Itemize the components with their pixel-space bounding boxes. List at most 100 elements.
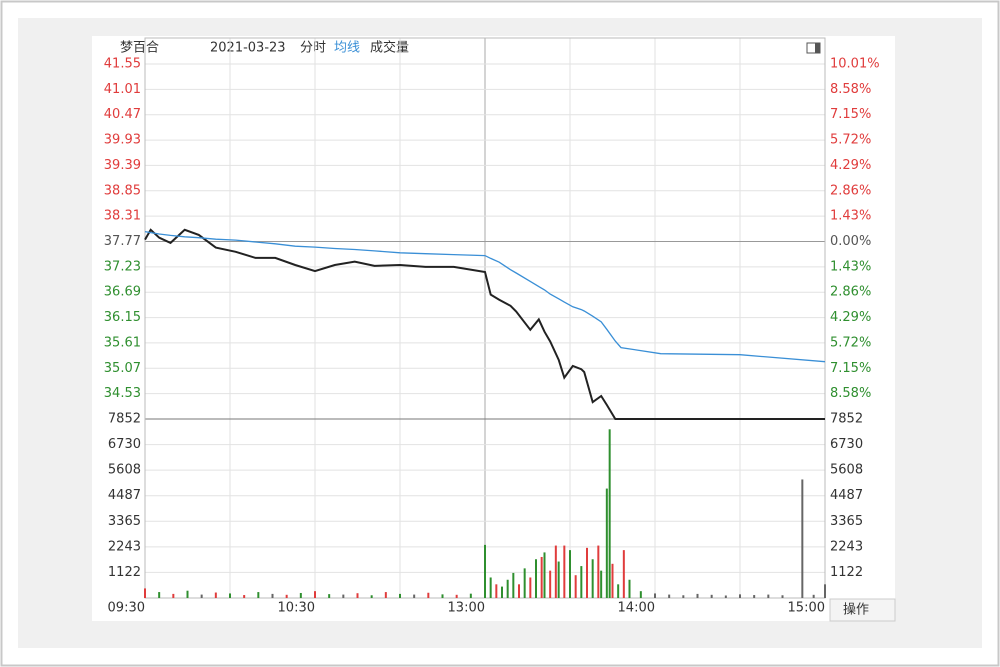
toggle-icon-part <box>815 43 820 53</box>
volume-bar <box>767 594 770 598</box>
volume-bar <box>271 593 274 598</box>
y-tick-label: 41.55 <box>104 57 141 72</box>
volume-bar <box>229 593 231 598</box>
y-tick-label: 36.69 <box>104 285 141 300</box>
y2-tick-label: 2.86% <box>830 285 871 300</box>
volume-bar <box>540 556 543 598</box>
volume-bar <box>342 594 345 598</box>
volume-bar <box>328 594 331 598</box>
y-tick-label: 35.61 <box>104 335 141 350</box>
volume-tick-label-right: 2243 <box>830 539 863 554</box>
volume-bar <box>753 595 756 598</box>
volume-tick-label: 7852 <box>108 412 141 427</box>
volume-bar <box>314 591 316 598</box>
volume-bar <box>801 479 804 598</box>
volume-bar <box>605 488 608 598</box>
y-tick-label: 40.47 <box>104 107 141 122</box>
action-button-label[interactable]: 操作 <box>843 602 869 618</box>
period: 分时 <box>300 41 326 56</box>
volume-bar <box>535 559 537 598</box>
y-tick-label: 37.23 <box>104 259 141 274</box>
x-tick-label: 13:00 <box>448 601 485 616</box>
y2-tick-label: 4.29% <box>830 310 871 325</box>
volume-bar <box>580 566 583 598</box>
volume-tick-label: 5608 <box>108 463 141 478</box>
volume-bar <box>608 429 611 598</box>
y2-tick-label: 1.43% <box>830 259 871 274</box>
y-tick-label: 39.39 <box>104 158 141 173</box>
volume-bar <box>144 588 146 598</box>
volume-tick-label-right: 6730 <box>830 437 863 452</box>
x-tick-label: 15:00 <box>788 601 825 616</box>
volume-bar <box>469 593 472 598</box>
volume-bar <box>243 595 246 598</box>
volume-bar <box>639 591 642 598</box>
volume-bar <box>427 592 430 598</box>
avg-line <box>144 230 826 363</box>
volume-bar <box>611 563 614 598</box>
volume-bar <box>557 561 560 598</box>
volume-bar <box>512 572 515 598</box>
volume-bar <box>523 568 526 598</box>
volume-bar <box>668 594 671 598</box>
volume-bar <box>200 594 203 598</box>
volume-bar <box>214 592 217 598</box>
legend-volume[interactable]: 成交量 <box>370 40 409 56</box>
volume-bar <box>285 594 288 598</box>
volume-bar <box>356 593 359 598</box>
volume-bar <box>622 550 625 598</box>
price-line <box>144 228 825 420</box>
volume-bar <box>518 584 520 598</box>
volume-bar <box>824 584 826 598</box>
x-tick-label: 09:30 <box>108 601 145 616</box>
legend-avg[interactable]: 均线 <box>334 41 360 56</box>
volume-tick-label: 4487 <box>108 488 141 503</box>
y-tick-label: 41.01 <box>104 82 141 97</box>
volume-bar <box>186 590 189 598</box>
volume-tick-label-right: 1122 <box>830 565 863 580</box>
volume-bar <box>739 594 741 598</box>
volume-bar <box>600 570 603 598</box>
y-tick-label: 39.93 <box>104 133 141 148</box>
volume-bar <box>413 594 416 598</box>
volume-tick-label: 2243 <box>108 539 141 554</box>
volume-bar <box>495 584 498 598</box>
y2-tick-label: 8.58% <box>830 82 871 97</box>
y2-tick-label: 7.15% <box>830 107 871 122</box>
volume-bar <box>597 545 600 598</box>
volume-bar <box>682 595 685 598</box>
volume-tick-label-right: 5608 <box>830 463 863 478</box>
y-tick-label: 34.53 <box>104 386 141 401</box>
volume-tick-label-right: 4487 <box>830 488 863 503</box>
volume-bar <box>384 592 387 598</box>
volume-bar <box>172 593 175 598</box>
volume-bar <box>506 579 509 598</box>
volume-bar <box>574 575 577 598</box>
x-tick-label: 14:00 <box>618 601 655 616</box>
volume-bar <box>591 559 594 598</box>
y2-tick-label: 8.58% <box>830 386 871 401</box>
action-button[interactable] <box>829 598 896 622</box>
chart-area <box>92 36 895 621</box>
volume-tick-label-right: 7852 <box>830 412 863 427</box>
volume-bar <box>370 595 373 598</box>
volume-bar <box>549 570 552 598</box>
volume-bar <box>563 545 566 598</box>
y-tick-label: 37.77 <box>104 234 141 249</box>
y2-tick-label: 5.72% <box>830 335 871 350</box>
volume-tick-label: 1122 <box>108 565 141 580</box>
volume-bar <box>617 584 620 598</box>
volume-bar <box>586 547 588 598</box>
volume-bar <box>569 550 571 598</box>
y2-tick-label: 5.72% <box>830 133 871 148</box>
y2-tick-label: 2.86% <box>830 183 871 198</box>
volume-bar <box>654 593 656 598</box>
volume-bar <box>628 579 631 598</box>
volume-tick-label: 3365 <box>108 514 141 529</box>
volume-bar <box>257 592 260 598</box>
y-tick-label: 38.31 <box>104 209 141 224</box>
x-tick-label: 10:30 <box>278 601 315 616</box>
volume-bar <box>455 594 458 598</box>
y2-tick-label: 7.15% <box>830 361 871 376</box>
